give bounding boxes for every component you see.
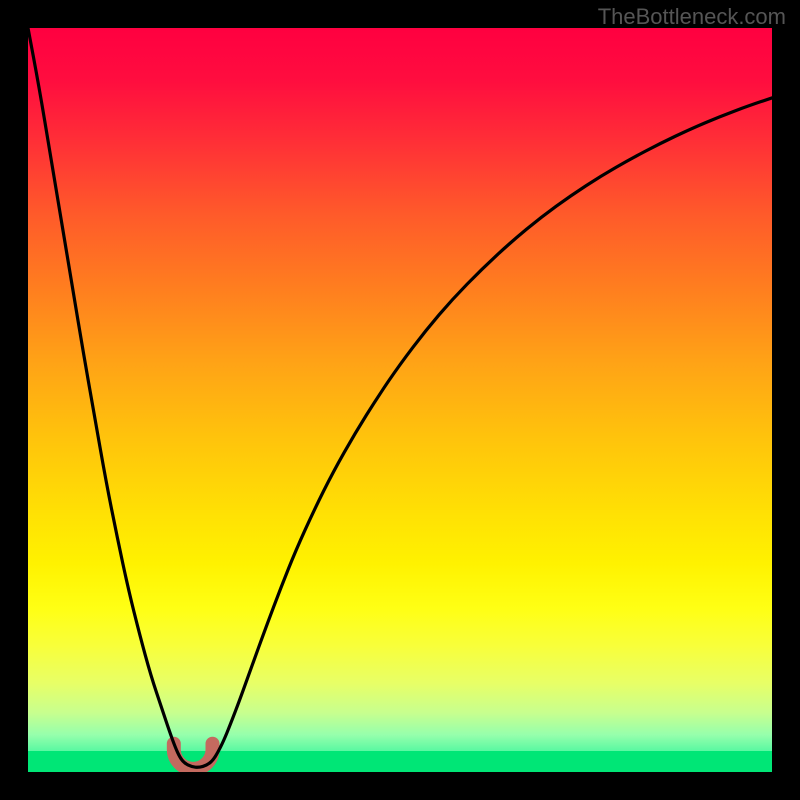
green-bottom-band	[28, 751, 772, 772]
chart-container: TheBottleneck.com	[0, 0, 800, 800]
plot-area	[28, 28, 772, 772]
watermark-text: TheBottleneck.com	[598, 4, 786, 30]
bottleneck-curve	[28, 28, 772, 767]
curve-svg	[28, 28, 772, 772]
